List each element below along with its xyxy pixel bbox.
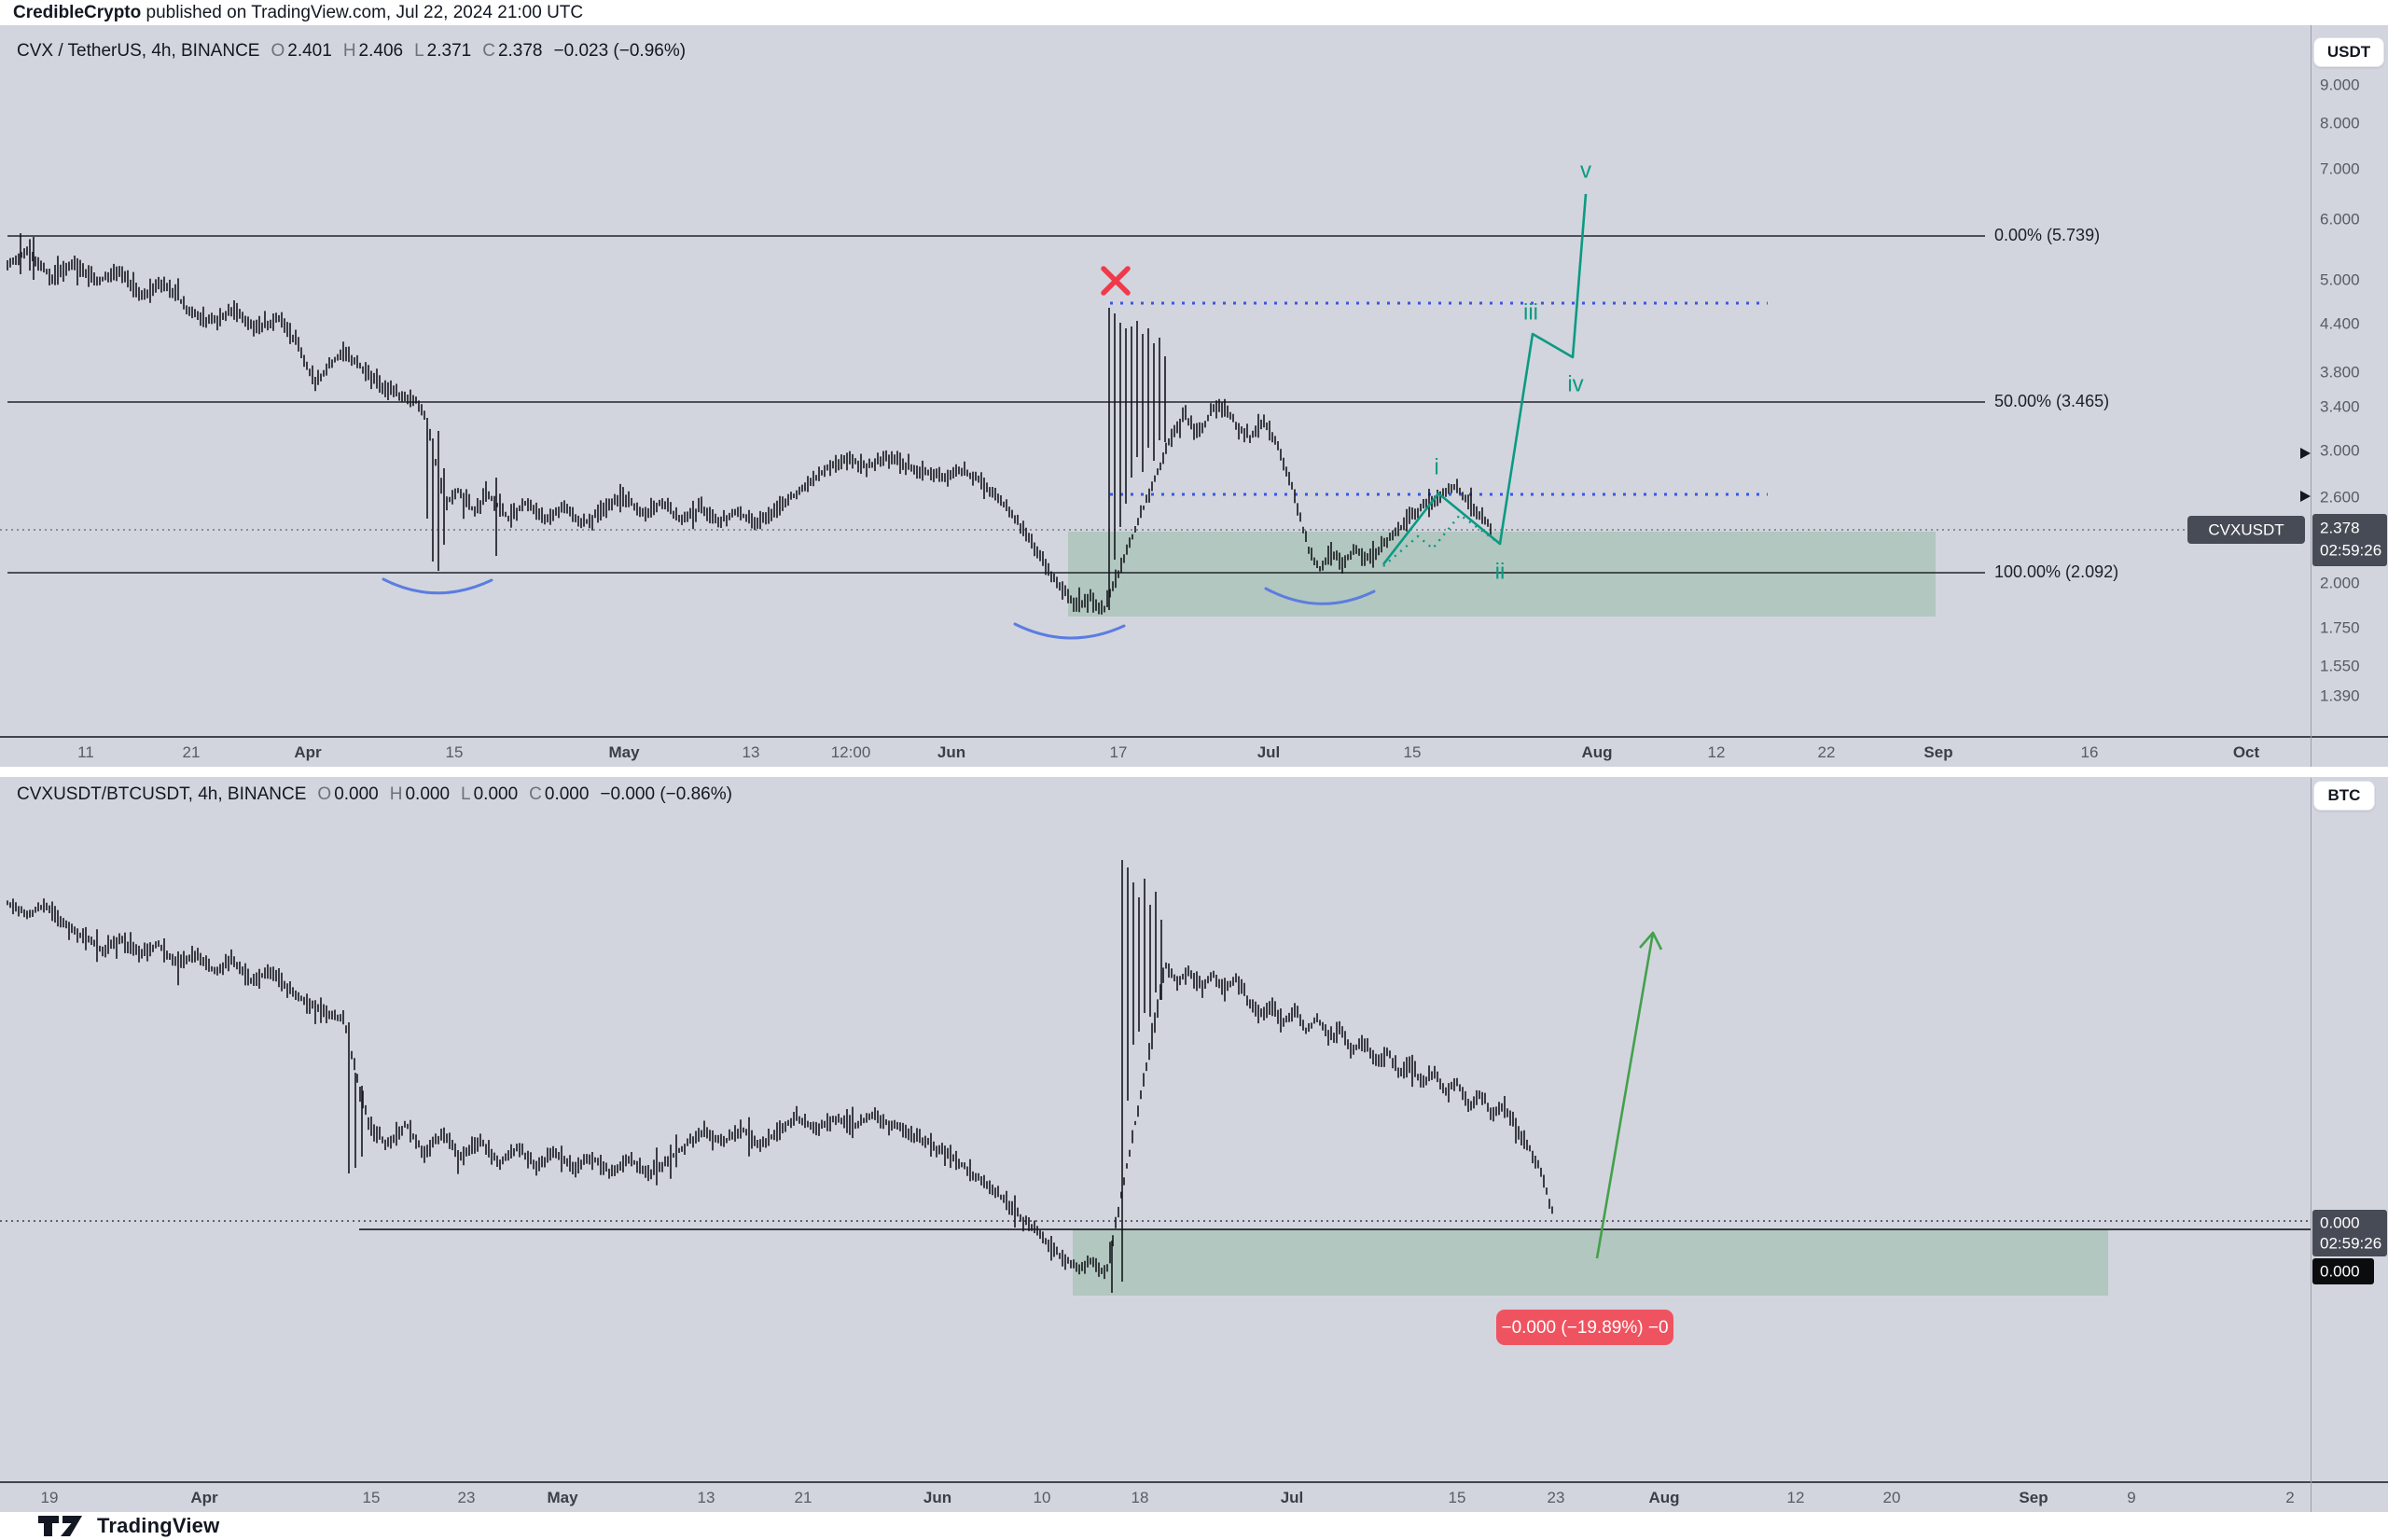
time-tick-12: 12 <box>1708 743 1726 762</box>
publish-header: CredibleCrypto published on TradingView.… <box>0 0 2388 25</box>
time-tick-23: 23 <box>458 1489 476 1507</box>
ohlc-value-L: 0.000 <box>474 784 519 804</box>
time-tick-13: 13 <box>743 743 760 762</box>
time-tick-Oct: Oct <box>2233 743 2259 762</box>
time-tick-22: 22 <box>1818 743 1836 762</box>
time-tick-Apr: Apr <box>190 1489 217 1507</box>
ohlc-value-O: 2.401 <box>287 41 332 61</box>
ohlc-value-C: 2.378 <box>498 41 543 61</box>
tradingview-published-chart: CredibleCrypto published on TradingView.… <box>0 0 2388 1540</box>
time-tick-Jun: Jun <box>923 1489 951 1507</box>
symbol-description[interactable]: CVX / TetherUS, 4h, BINANCE <box>17 41 259 61</box>
time-tick-Apr: Apr <box>294 743 321 762</box>
change-value: −0.023 (−0.96%) <box>554 41 687 61</box>
time-tick-Jul: Jul <box>1281 1489 1304 1507</box>
symbol-title-top: CVX / TetherUS, 4h, BINANCE O2.401 H2.406 L… <box>17 41 686 62</box>
time-tick-10: 10 <box>1034 1489 1051 1507</box>
time-tick-15: 15 <box>363 1489 381 1507</box>
time-tick-9: 9 <box>2127 1489 2135 1507</box>
ohlc-value-H: 2.406 <box>359 41 404 61</box>
time-tick-19: 19 <box>41 1489 59 1507</box>
time-tick-2: 2 <box>2285 1489 2294 1507</box>
time-tick-12:00: 12:00 <box>831 743 871 762</box>
author-name: CredibleCrypto <box>13 3 141 23</box>
change-value: −0.000 (−0.86%) <box>600 784 732 804</box>
ohlc-letter-H: H <box>343 41 356 61</box>
ohlc-letter-O: O <box>271 41 285 61</box>
time-tick-16: 16 <box>2081 743 2099 762</box>
time-tick-20: 20 <box>1883 1489 1901 1507</box>
ohlc-value-C: 0.000 <box>545 784 590 804</box>
time-tick-21: 21 <box>795 1489 812 1507</box>
publish-info: published on TradingView.com, Jul 22, 20… <box>141 3 583 23</box>
tradingview-logo-icon <box>37 1514 86 1538</box>
time-tick-Aug: Aug <box>1648 1489 1679 1507</box>
symbol-title-bottom: CVXUSDT/BTCUSDT, 4h, BINANCEO0.000H0.000… <box>17 784 732 805</box>
time-tick-Jul: Jul <box>1257 743 1281 762</box>
time-tick-13: 13 <box>698 1489 715 1507</box>
time-tick-11: 11 <box>77 743 94 762</box>
time-tick-May: May <box>608 743 639 762</box>
time-tick-21: 21 <box>183 743 201 762</box>
time-tick-12: 12 <box>1787 1489 1805 1507</box>
time-tick-17: 17 <box>1110 743 1128 762</box>
currency-toggle-btc[interactable]: BTC <box>2313 781 2375 811</box>
pane-cvx-usdt <box>0 25 2388 736</box>
ohlc-letter-C: C <box>529 784 542 804</box>
time-tick-15: 15 <box>1449 1489 1466 1507</box>
time-tick-23: 23 <box>1548 1489 1565 1507</box>
ohlc-letter-L: L <box>414 41 424 61</box>
time-tick-15: 15 <box>1404 743 1422 762</box>
ohlc-letter-L: L <box>461 784 471 804</box>
time-tick-18: 18 <box>1132 1489 1149 1507</box>
price-axis-bottom[interactable] <box>2312 777 2388 1481</box>
time-axis-bottom[interactable]: 19 Apr 15 23 May 13 21 Jun 10 18 Jul 15 23 Aug 12 20 Sep… <box>0 1481 2388 1512</box>
symbol-description[interactable]: CVXUSDT/BTCUSDT, 4h, BINANCE <box>17 784 306 804</box>
time-tick-15: 15 <box>446 743 464 762</box>
time-tick-Jun: Jun <box>937 743 965 762</box>
time-axis-top[interactable]: 11 21 Apr 15 May 13 12:00 Jun 17 Jul 15 Aug 12 22 Sep 1… <box>0 736 2388 767</box>
time-tick-Sep: Sep <box>1923 743 1952 762</box>
ohlc-letter-O: O <box>317 784 331 804</box>
tradingview-brand-link[interactable]: TradingView <box>97 1514 219 1538</box>
footer-bar: TradingView <box>0 1512 2388 1540</box>
ohlc-letter-C: C <box>482 41 495 61</box>
price-axis-top[interactable] <box>2312 25 2388 736</box>
time-tick-May: May <box>547 1489 577 1507</box>
ohlc-letter-H: H <box>390 784 403 804</box>
time-tick-Sep: Sep <box>2019 1489 2048 1507</box>
ohlc-value-L: 2.371 <box>427 41 472 61</box>
currency-toggle-usdt[interactable]: USDT <box>2313 37 2384 67</box>
ohlc-value-O: 0.000 <box>334 784 379 804</box>
time-tick-Aug: Aug <box>1581 743 1612 762</box>
ohlc-value-H: 0.000 <box>405 784 450 804</box>
pane-cvx-btc <box>0 777 2388 1481</box>
